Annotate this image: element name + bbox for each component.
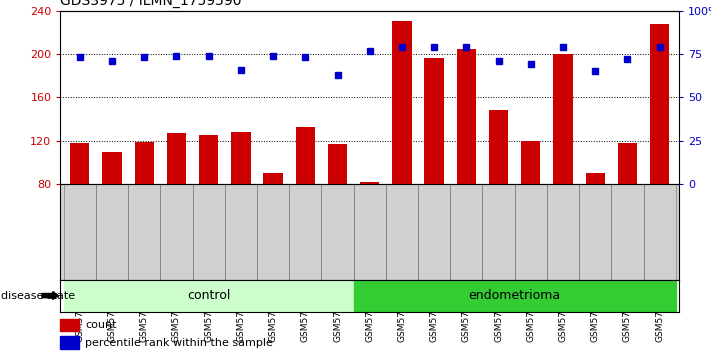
Bar xyxy=(424,58,444,184)
Bar xyxy=(134,142,154,184)
Bar xyxy=(328,144,347,184)
Text: control: control xyxy=(187,289,230,302)
Bar xyxy=(360,182,380,184)
Bar xyxy=(263,173,283,184)
Text: disease state: disease state xyxy=(1,291,75,301)
Text: GDS3975 / ILMN_1759590: GDS3975 / ILMN_1759590 xyxy=(60,0,242,8)
Bar xyxy=(102,152,122,184)
Bar xyxy=(521,141,540,184)
Bar xyxy=(60,336,79,349)
Bar xyxy=(553,54,572,184)
Bar xyxy=(392,22,412,184)
Text: count: count xyxy=(85,320,117,330)
Bar xyxy=(489,110,508,184)
Bar xyxy=(167,133,186,184)
Bar xyxy=(199,135,218,184)
Bar xyxy=(60,319,79,331)
Bar xyxy=(231,132,250,184)
Bar xyxy=(70,143,90,184)
Bar xyxy=(586,173,605,184)
Bar xyxy=(456,48,476,184)
Text: endometrioma: endometrioma xyxy=(469,289,561,302)
Text: percentile rank within the sample: percentile rank within the sample xyxy=(85,338,273,348)
Bar xyxy=(650,24,669,184)
Bar xyxy=(296,127,315,184)
Bar xyxy=(618,143,637,184)
